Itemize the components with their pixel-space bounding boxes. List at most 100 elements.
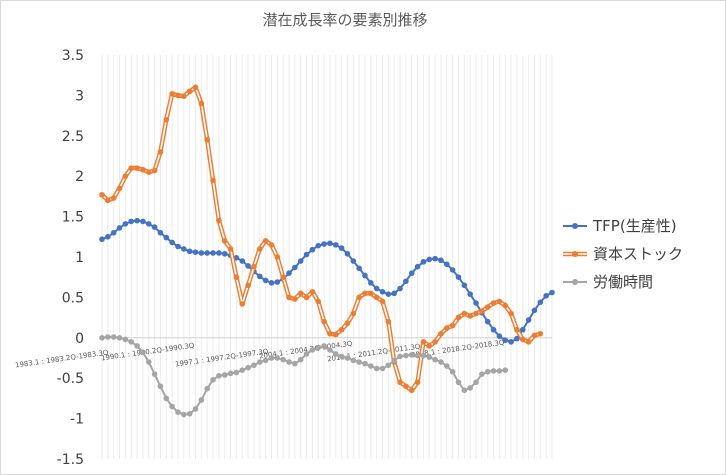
y-tick-label: -1.5 [57,452,84,468]
data-point [426,256,433,263]
data-point [444,363,450,369]
data-point [122,173,129,179]
series-layer [99,84,555,418]
data-point [221,238,228,244]
data-point [303,294,310,301]
data-point [444,325,450,331]
data-point [502,302,509,309]
data-point [467,313,473,319]
data-point [432,356,438,363]
data-point [455,379,462,386]
data-point [175,243,181,250]
data-point [338,326,345,333]
legend-item-2: 労働時間 [563,273,653,291]
data-point [321,318,327,325]
data-point [408,351,415,358]
data-point [116,335,123,341]
data-point [175,409,181,415]
data-point [332,351,339,357]
data-point [303,251,310,258]
data-point [186,88,193,95]
data-point [105,234,111,240]
data-point [233,255,240,261]
data-point [519,326,526,333]
data-point [251,362,257,369]
data-point [105,334,111,340]
data-point [204,385,210,392]
data-point [420,339,427,345]
data-point [105,197,111,204]
data-point [122,336,129,343]
data-point [479,308,485,314]
data-point [134,343,140,349]
data-point [490,300,497,306]
data-point [157,383,164,390]
data-point [140,166,146,173]
data-point [286,294,292,301]
data-point [438,257,444,264]
data-point [362,272,368,279]
y-tick-label: 1 [75,250,84,266]
data-point [163,116,170,123]
x-tick-label: 1983.1 : 1983.2Q-1983.3Q [15,348,110,369]
data-point [385,362,392,369]
data-point [245,364,251,371]
data-point [344,250,351,257]
data-point [303,351,310,357]
data-point [297,290,304,297]
data-point [251,263,257,270]
data-point [297,258,304,264]
data-point [332,331,339,338]
data-point [151,371,158,377]
data-point [157,229,164,236]
data-point [286,270,292,276]
data-point [368,290,374,297]
data-point [461,282,468,289]
data-point [280,356,286,363]
data-point [116,185,123,192]
data-point [122,221,129,227]
y-tick-label: 0 [75,331,84,347]
data-point [408,387,415,394]
data-point [514,335,520,342]
data-point [438,330,444,337]
y-tick-label: -1 [70,412,84,428]
data-point [496,298,503,305]
data-point [221,372,228,378]
legend-marker [572,223,578,229]
data-point [350,258,357,264]
data-point [362,360,368,367]
data-point [315,344,322,351]
data-point [110,195,117,201]
data-point [379,298,386,305]
data-point [525,339,532,345]
data-point [479,371,485,377]
data-point [403,352,409,359]
data-point [321,241,327,247]
data-point [531,332,538,339]
data-point [484,318,491,325]
data-point [373,294,380,301]
legend-label: 労働時間 [593,273,653,291]
data-point [537,299,544,306]
legend-item-1: 資本ストック [563,245,683,263]
legend-label: 資本ストック [593,245,683,263]
data-point [181,246,187,252]
data-point [449,368,456,375]
data-point [484,304,491,310]
data-point [216,250,222,256]
data-point [461,387,468,394]
data-point [163,234,170,241]
data-point [338,245,345,251]
data-point [233,274,240,281]
data-point [239,367,246,373]
data-point [379,365,386,372]
data-point [426,343,433,349]
data-point [519,336,526,343]
legend-marker [572,251,578,257]
data-point [268,355,275,361]
data-point [239,258,246,264]
data-point [414,263,421,270]
data-point [350,357,357,364]
